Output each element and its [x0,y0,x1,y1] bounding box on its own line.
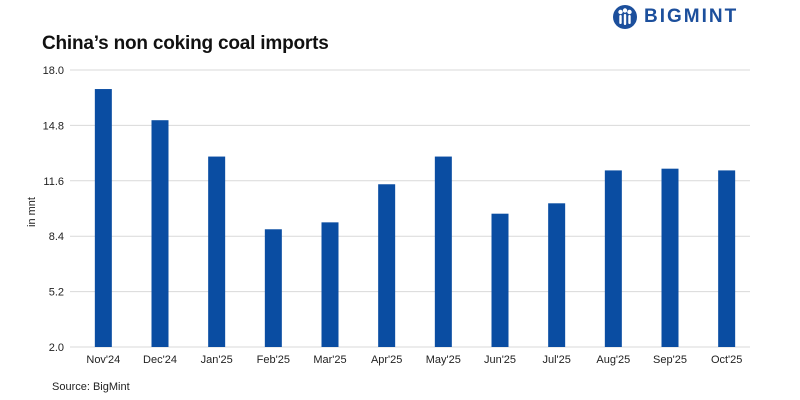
x-tick-label: Nov'24 [86,354,120,366]
y-axis-ticks: 2.0 5.2 8.4 11.6 14.8 18.0 [43,65,64,354]
x-tick-label: Aug'25 [596,354,630,366]
source-note: Source: BigMint [52,381,130,393]
bar-nov-24 [94,89,112,347]
bar-oct-25 [718,170,736,347]
x-tick-label: Sep'25 [653,354,687,366]
bar-jul-25 [548,203,566,347]
x-axis-ticks: Nov'24 Dec'24 Jan'25 Feb'25 Mar'25 Apr'25 May'… [86,354,742,366]
bar-jan-25 [208,156,226,347]
x-tick-label: Jan'25 [201,354,233,366]
bar-dec-24 [151,120,169,347]
y-tick-label: 5.2 [49,287,64,299]
x-tick-label: Jun'25 [484,354,516,366]
x-tick-label: Oct'25 [711,354,742,366]
bar-may-25 [434,156,452,347]
x-tick-label: Apr'25 [371,354,402,366]
x-tick-label: Dec'24 [143,354,177,366]
x-tick-label: May'25 [426,354,461,366]
y-tick-label: 14.8 [43,120,64,132]
bar-feb-25 [264,229,282,347]
x-tick-label: Jul'25 [542,354,570,366]
x-tick-label: Feb'25 [257,354,290,366]
bar-sep-25 [661,168,679,347]
y-axis-label: in mnt [26,197,38,227]
bar-apr-25 [378,184,396,347]
bar-mar-25 [321,222,339,347]
bigmint-logo-icon [613,5,637,29]
y-tick-label: 8.4 [49,231,64,243]
y-tick-label: 18.0 [43,65,64,77]
chart-title: China’s non coking coal imports [42,33,329,54]
y-tick-label: 2.0 [49,342,64,354]
bars [94,89,736,347]
bar-aug-25 [604,170,622,347]
gridlines [70,69,750,348]
bar-jun-25 [491,213,509,347]
brand-name: BIGMINT [644,6,739,27]
brand-logo: BIGMINT [612,4,738,30]
x-tick-label: Mar'25 [313,354,346,366]
y-tick-label: 11.6 [43,176,64,188]
